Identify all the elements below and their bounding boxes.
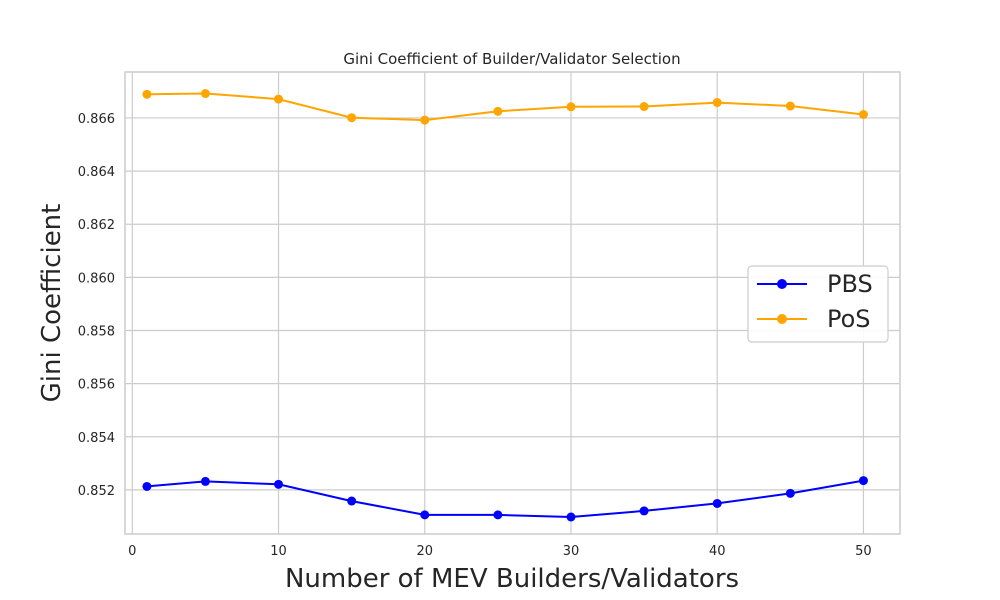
tick-labels: 0 10 20 30 40 50 0.852 0.854 0.856 0.858 0.860 0.86… — [78, 112, 872, 559]
data-point-pos — [785, 101, 795, 111]
chart-title: Gini Coefficient of Builder/Validator Se… — [343, 50, 680, 68]
y-tick-label: 0.864 — [78, 165, 115, 180]
data-point-pos — [858, 110, 868, 120]
data-point-pbs — [639, 506, 649, 516]
data-point-pbs — [712, 498, 722, 508]
x-axis-label: Number of MEV Builders/Validators — [285, 564, 739, 594]
data-point-pos — [639, 102, 649, 112]
series-layer — [142, 89, 868, 522]
series-line-pos — [146, 92, 864, 122]
data-point-pbs — [274, 479, 284, 489]
x-tick-label: 10 — [270, 544, 287, 559]
data-point-pbs — [347, 496, 357, 506]
y-tick-label: 0.854 — [78, 431, 115, 446]
x-tick-label: 20 — [416, 544, 433, 559]
data-point-pos — [420, 115, 430, 125]
data-point-pbs — [420, 510, 430, 520]
data-point-pos — [200, 89, 210, 99]
data-point-pos — [142, 89, 152, 99]
x-tick-label: 50 — [855, 544, 872, 559]
y-axis-label: Gini Coefficient — [37, 204, 67, 403]
data-point-pbs — [493, 510, 503, 520]
plot-frame — [124, 71, 901, 535]
x-tick-label: 40 — [709, 544, 726, 559]
data-point-pos — [493, 106, 503, 116]
data-point-pbs — [142, 481, 152, 491]
legend-marker-pbs — [777, 279, 787, 289]
data-point-pos — [274, 94, 284, 104]
data-point-pos — [347, 113, 357, 123]
y-tick-label: 0.860 — [78, 271, 115, 286]
x-tick-label: 30 — [563, 544, 580, 559]
legend-label-pos: PoS — [827, 305, 871, 333]
y-tick-label: 0.856 — [78, 378, 115, 393]
data-point-pbs — [566, 512, 576, 522]
x-tick-label: 0 — [128, 544, 136, 559]
legend: PBS PoS — [747, 265, 889, 343]
y-tick-label: 0.852 — [78, 484, 115, 499]
data-point-pbs — [200, 476, 210, 486]
data-point-pos — [712, 98, 722, 108]
y-tick-label: 0.862 — [78, 218, 115, 233]
y-tick-label: 0.866 — [78, 112, 115, 127]
y-tick-label: 0.858 — [78, 324, 115, 339]
legend-marker-pos — [777, 314, 787, 324]
series-line-pbs — [146, 479, 864, 519]
legend-label-pbs: PBS — [827, 270, 873, 298]
data-point-pbs — [858, 476, 868, 486]
data-point-pbs — [785, 488, 795, 498]
data-point-pos — [566, 102, 576, 112]
